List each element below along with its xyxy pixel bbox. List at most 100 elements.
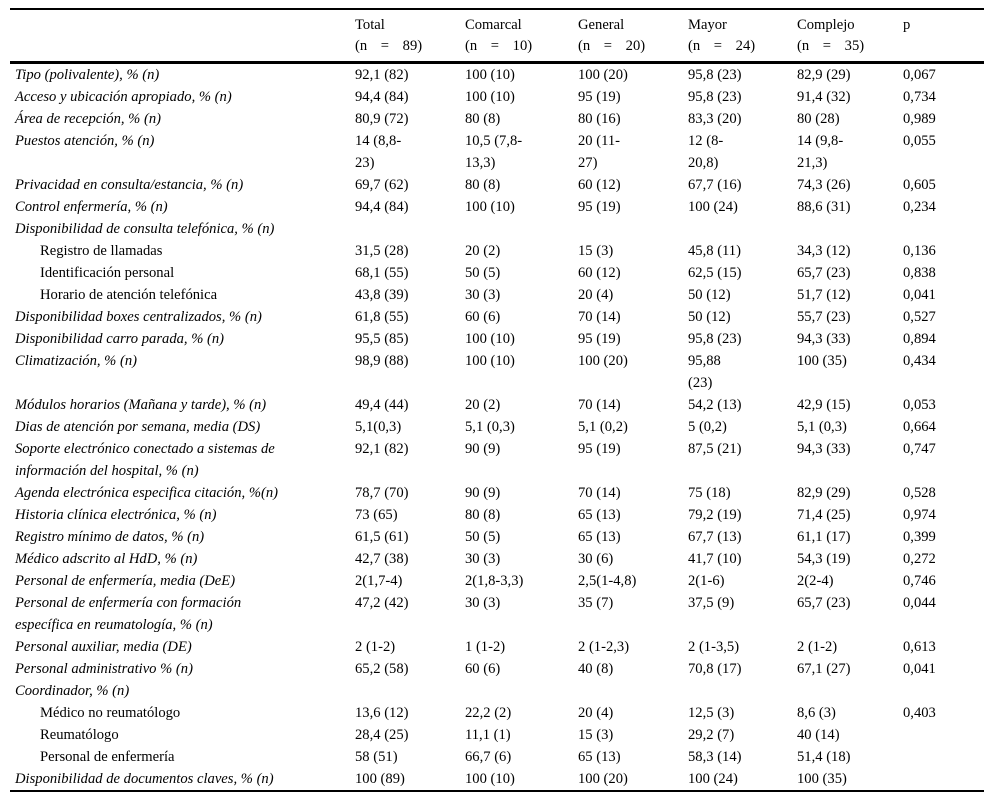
table-row: Historia clínica electrónica, % (n) 73 (6… — [10, 504, 984, 526]
cell-p-value: 0,894 — [903, 331, 936, 347]
cell-p-value: 0,527 — [903, 309, 936, 325]
row-label: Control enfermería, % (n) — [15, 199, 168, 215]
table-row: Puestos atención, % (n) 14 (8,8- 23) 10,5 … — [10, 130, 984, 174]
cell-value: 82,9 (29) — [797, 67, 851, 83]
table-row: Personal de enfermería, media (DeE) 2(1,7… — [10, 570, 984, 592]
row-label: Disponibilidad de consulta telefónica, %… — [15, 221, 275, 237]
table-header: Total (n = 89) Comarcal (n = 10) General (n =… — [10, 9, 984, 64]
row-label: Registro de llamadas — [40, 243, 163, 259]
table-row: Horario de atención telefónica 43,8 (39) 3… — [10, 284, 984, 306]
cell-p-value: 0,605 — [903, 177, 936, 193]
cell-value: 65,7 (23) — [797, 595, 851, 611]
table-row: Disponibilidad de consulta telefónica, %… — [10, 218, 984, 240]
column-header-p: p — [903, 9, 984, 64]
table-row: Personal de enfermería con formación esp… — [10, 592, 984, 636]
cell-value — [355, 218, 465, 240]
cell-value: 5,1 (0,3) — [465, 419, 515, 435]
row-label: Personal administrativo % (n) — [15, 661, 193, 677]
cell-p-value: 0,136 — [903, 243, 936, 259]
cell-value: 12 (8- 20,8) — [688, 133, 724, 171]
cell-value: 10,5 (7,8- 13,3) — [465, 133, 523, 171]
cell-value: 65 (13) — [578, 529, 621, 545]
cell-value: 75 (18) — [688, 485, 731, 501]
row-label: Módulos horarios (Mañana y tarde), % (n) — [15, 397, 267, 413]
table-row: Control enfermería, % (n) 94,4 (84) 100 (1… — [10, 196, 984, 218]
row-label: Identificación personal — [40, 265, 175, 281]
cell-value: 22,2 (2) — [465, 705, 512, 721]
table-row: Área de recepción, % (n) 80,9 (72) 80 (8) 8… — [10, 108, 984, 130]
cell-value: 100 (10) — [465, 67, 515, 83]
cell-value — [578, 218, 688, 240]
column-header-total: Total (n = 89) — [355, 9, 465, 64]
cell-value: 50 (5) — [465, 265, 501, 281]
cell-value: 95 (19) — [578, 441, 621, 457]
cell-value: 90 (9) — [465, 485, 501, 501]
cell-value: 95 (19) — [578, 199, 621, 215]
cell-value: 61,5 (61) — [355, 529, 409, 545]
cell-value: 67,7 (16) — [688, 177, 742, 193]
cell-value: 49,4 (44) — [355, 397, 409, 413]
cell-value: 65,2 (58) — [355, 661, 409, 677]
cell-p-value — [903, 746, 984, 768]
cell-value: 100 (10) — [465, 353, 515, 369]
cell-value: 91,4 (32) — [797, 89, 851, 105]
row-label: Dias de atención por semana, media (DS) — [15, 419, 261, 435]
cell-value: 55,7 (23) — [797, 309, 851, 325]
cell-value: 78,7 (70) — [355, 485, 409, 501]
cell-p-value: 0,067 — [903, 67, 936, 83]
table-row: Personal de enfermería 58 (51) 66,7 (6) 65 … — [10, 746, 984, 768]
cell-value — [355, 680, 465, 702]
cell-p-value: 0,403 — [903, 705, 936, 721]
cell-p-value: 0,272 — [903, 551, 936, 567]
cell-value: 1 (1-2) — [465, 639, 506, 655]
cell-value: 100 (35) — [797, 353, 847, 369]
cell-value: 80 (8) — [465, 177, 501, 193]
column-title: Comarcal — [465, 17, 522, 33]
cell-value: 94,4 (84) — [355, 89, 409, 105]
cell-value: 83,3 (20) — [688, 111, 742, 127]
cell-value: 67,7 (13) — [688, 529, 742, 545]
cell-value: 5 (0,2) — [688, 419, 727, 435]
cell-value: 20 (4) — [578, 287, 614, 303]
cell-value: 2(2-4) — [797, 573, 834, 589]
cell-value: 69,7 (62) — [355, 177, 409, 193]
cell-value: 54,3 (19) — [797, 551, 851, 567]
cell-p-value: 0,747 — [903, 441, 936, 457]
column-header-general: General (n = 20) — [578, 9, 688, 64]
cell-p-value: 0,664 — [903, 419, 936, 435]
column-title: General — [578, 17, 625, 33]
cell-value: 100 (24) — [688, 771, 738, 787]
cell-value: 31,5 (28) — [355, 243, 409, 259]
hdd-characteristics-table: Total (n = 89) Comarcal (n = 10) General (n =… — [10, 8, 984, 792]
column-title: Total — [355, 17, 385, 33]
table-row: Disponibilidad boxes centralizados, % (n… — [10, 306, 984, 328]
cell-value: 5,1(0,3) — [355, 419, 402, 435]
row-label: Personal de enfermería — [40, 749, 175, 765]
cell-p-value: 0,434 — [903, 353, 936, 369]
cell-value: 66,7 (6) — [465, 749, 512, 765]
cell-value — [578, 680, 688, 702]
cell-value: 95 (19) — [578, 89, 621, 105]
cell-value: 92,1 (82) — [355, 67, 409, 83]
cell-value: 65 (13) — [578, 749, 621, 765]
cell-value: 20 (2) — [465, 397, 501, 413]
row-label: Personal de enfermería, media (DeE) — [15, 573, 236, 589]
row-label: Personal de enfermería con formación esp… — [15, 595, 242, 633]
cell-value: 51,7 (12) — [797, 287, 851, 303]
cell-value: 14 (8,8- 23) — [355, 133, 402, 171]
table-row: Registro de llamadas 31,5 (28) 20 (2) 15 (3… — [10, 240, 984, 262]
cell-value: 65,7 (23) — [797, 265, 851, 281]
table-row: Disponibilidad de documentos claves, % (… — [10, 768, 984, 791]
row-label: Registro mínimo de datos, % (n) — [15, 529, 205, 545]
cell-p-value: 0,613 — [903, 639, 936, 655]
table-row: Médico adscrito al HdD, % (n) 42,7 (38) 30… — [10, 548, 984, 570]
cell-value: 47,2 (42) — [355, 595, 409, 611]
cell-value: 80 (28) — [797, 111, 840, 127]
column-sample-size: (n = 35) — [797, 38, 865, 54]
row-label: Disponibilidad carro parada, % (n) — [15, 331, 225, 347]
table-row: Personal auxiliar, media (DE) 2 (1-2) 1 (1… — [10, 636, 984, 658]
cell-value: 28,4 (25) — [355, 727, 409, 743]
cell-p-value: 0,838 — [903, 265, 936, 281]
cell-value: 15 (3) — [578, 243, 614, 259]
column-header-empty — [10, 9, 355, 64]
